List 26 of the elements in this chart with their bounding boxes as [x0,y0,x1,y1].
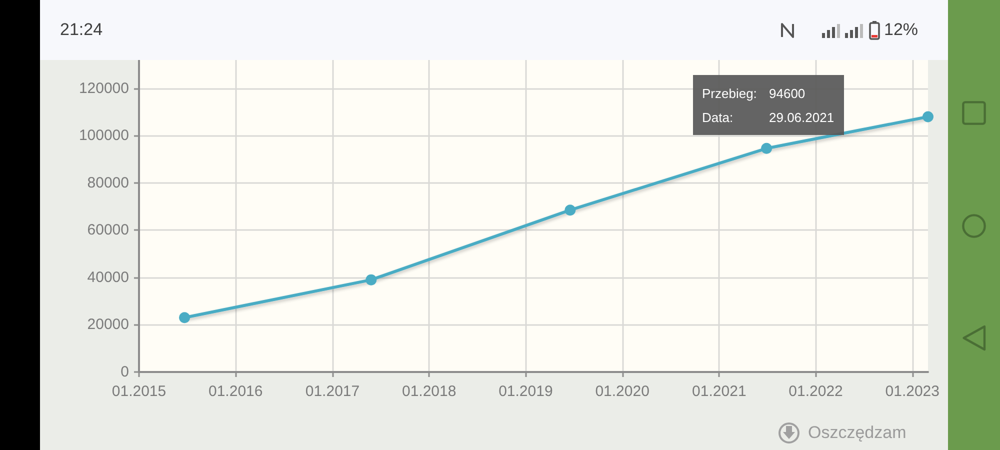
text: Oszczędzam [808,423,906,442]
y-tick-label: 0 [120,364,129,380]
point [564,204,576,216]
x-tick-label: 01.2016 [208,383,263,400]
x-tick-label: 01.2023 [885,383,940,400]
point [179,312,190,324]
y-tick-label: 60000 [87,222,129,239]
x-tick-label: 01.2019 [498,383,553,400]
y-tick-label: 80000 [87,174,129,192]
y-tick-label: 20000 [87,316,129,334]
x-tick-label: 01.2015 [112,383,166,400]
x-tick-label: 01.2018 [402,383,456,400]
text: Data: 29.06.2021 [702,110,834,125]
x-tick-label: 01.2020 [595,383,650,400]
point [922,111,934,122]
y-tick-label: 120000 [78,80,129,97]
x-tick-label: 01.2017 [305,383,360,400]
x-tick-label: 01.2021 [692,383,746,400]
point [366,274,377,286]
y-tick-label: 100000 [78,127,129,144]
x-tick-label: 01.2022 [788,383,843,400]
text: 12% [884,20,918,39]
annotation: Przebieg: 94600 [702,86,806,101]
point [761,142,772,154]
text: 21:24 [60,20,103,39]
y-tick-label: 40000 [87,268,129,286]
